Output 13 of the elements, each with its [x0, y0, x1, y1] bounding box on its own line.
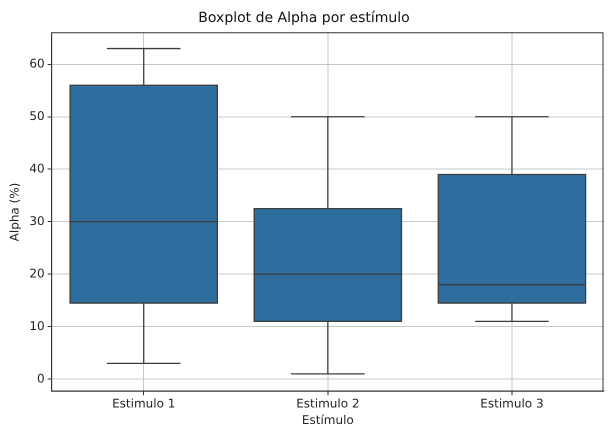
y-tick-label: 30 [29, 214, 45, 228]
y-tick-label: 20 [29, 266, 45, 280]
y-tick-label: 10 [29, 318, 45, 333]
y-tick-label: 40 [29, 161, 45, 176]
y-tick-label: 60 [29, 56, 45, 70]
x-tick-label: Estimulo 3 [480, 396, 544, 411]
chart-title: Boxplot de Alpha por estímulo [198, 10, 410, 26]
x-axis-title: Estímulo [302, 412, 354, 427]
x-tick-label: Estimulo 1 [112, 396, 176, 411]
x-tick-label: Estimulo 2 [296, 396, 360, 411]
y-tick-label: 50 [29, 108, 45, 123]
y-tick-label: 0 [37, 371, 45, 386]
y-axis-title: Alpha (%) [7, 182, 22, 242]
